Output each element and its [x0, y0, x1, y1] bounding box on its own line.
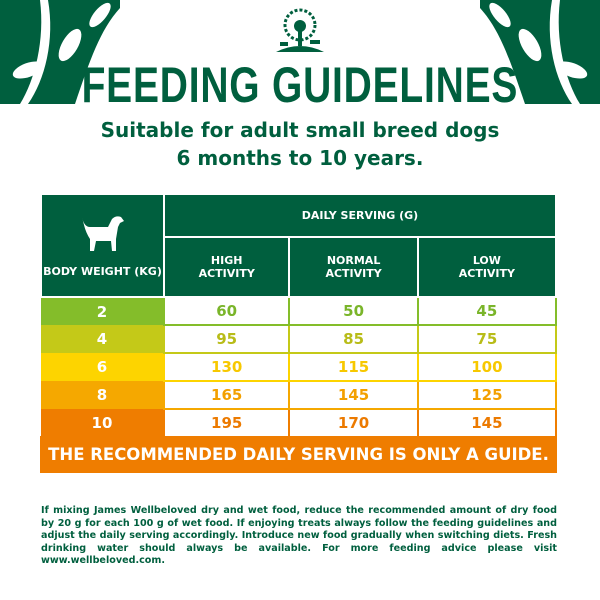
weight-cell: 6 [41, 353, 164, 381]
weight-cell: 2 [41, 297, 164, 325]
column-header-high: HIGH ACTIVITY [162, 236, 291, 298]
leaf-decoration-right [480, 0, 600, 104]
feeding-note: If mixing James Wellbeloved dry and wet … [41, 505, 557, 567]
table-row: 2 60 50 45 [41, 296, 558, 326]
tree-logo [276, 8, 324, 52]
column-header-normal: NORMAL ACTIVITY [288, 236, 419, 298]
subtitle-line-1: Suitable for adult small breed dogs [100, 118, 500, 142]
serving-cell: 100 [416, 352, 558, 382]
guide-banner: THE RECOMMENDED DAILY SERVING IS ONLY A … [40, 436, 557, 473]
serving-cell: 115 [288, 352, 419, 382]
serving-cell: 165 [162, 380, 291, 410]
serving-cell: 50 [288, 296, 419, 326]
column-header-low: LOW ACTIVITY [416, 236, 558, 298]
table-row: 10 195 170 145 [41, 408, 558, 438]
serving-cell: 195 [162, 408, 291, 438]
table-row: 4 95 85 75 [41, 324, 558, 354]
serving-cell: 130 [162, 352, 291, 382]
serving-cell: 95 [162, 324, 291, 354]
serving-cell: 60 [162, 296, 291, 326]
serving-cell: 85 [288, 324, 419, 354]
page-title: FEEDING GUIDELINES [81, 57, 519, 113]
weight-cell: 10 [41, 409, 164, 437]
serving-cell: 145 [288, 380, 419, 410]
daily-serving-header: DAILY SERVING (G) [162, 193, 558, 238]
subtitle-line-2: 6 months to 10 years. [176, 146, 424, 170]
serving-cell: 125 [416, 380, 558, 410]
dog-icon [82, 216, 125, 251]
serving-cell: 45 [416, 296, 558, 326]
serving-cell: 75 [416, 324, 558, 354]
table-row: 8 165 145 125 [41, 380, 558, 410]
serving-cell: 170 [288, 408, 419, 438]
serving-cell: 145 [416, 408, 558, 438]
feeding-table: BODY WEIGHT (KG) DAILY SERVING (G) HIGH … [40, 193, 558, 438]
table-row: 6 130 115 100 [41, 352, 558, 382]
weight-cell: 8 [41, 381, 164, 409]
weight-cell: 4 [41, 325, 164, 353]
body-weight-header: BODY WEIGHT (KG) [40, 193, 165, 298]
leaf-decoration-left [0, 0, 120, 104]
